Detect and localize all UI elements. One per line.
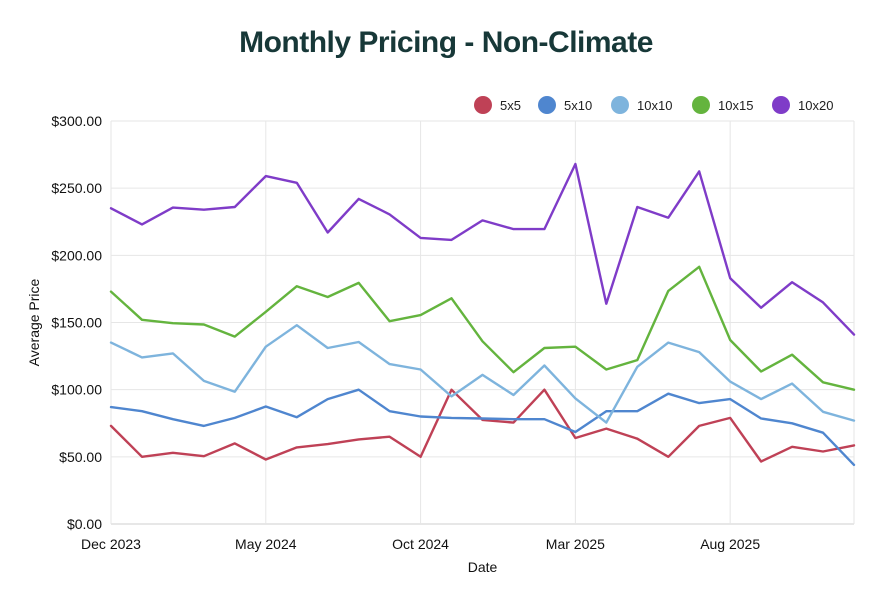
x-axis-label: Date xyxy=(468,559,498,575)
y-tick-label: $100.00 xyxy=(51,382,102,398)
y-tick-label: $0.00 xyxy=(67,516,102,532)
legend-item-10x10[interactable]: 10x10 xyxy=(611,96,672,114)
legend-swatch xyxy=(474,96,492,114)
y-axis-label: Average Price xyxy=(26,278,42,366)
x-tick-label: Aug 2025 xyxy=(700,536,760,552)
x-tick-label: Oct 2024 xyxy=(392,536,449,552)
legend-label: 10x20 xyxy=(798,98,833,113)
grid xyxy=(110,120,855,525)
chart-title: Monthly Pricing - Non-Climate xyxy=(239,26,653,59)
series-line-10x10 xyxy=(109,324,856,424)
legend-swatch xyxy=(538,96,556,114)
series-line-5x5 xyxy=(109,388,856,463)
x-tick-label: May 2024 xyxy=(235,536,297,552)
x-tick-label: Mar 2025 xyxy=(546,536,605,552)
legend-item-5x10[interactable]: 5x10 xyxy=(538,96,592,114)
legend-label: 5x5 xyxy=(500,98,521,113)
legend-swatch xyxy=(692,96,710,114)
legend-label: 10x10 xyxy=(637,98,672,113)
x-tick-label: Dec 2023 xyxy=(81,536,141,552)
legend-item-10x15[interactable]: 10x15 xyxy=(692,96,753,114)
legend-item-5x5[interactable]: 5x5 xyxy=(474,96,521,114)
series-line-10x15 xyxy=(109,265,856,391)
y-axis-ticks: $0.00 $50.00 $100.00 $150.00 $200.00 $250.00 $… xyxy=(51,113,102,532)
y-tick-label: $300.00 xyxy=(51,113,102,129)
y-tick-label: $50.00 xyxy=(59,449,102,465)
legend-label: 5x10 xyxy=(564,98,592,113)
y-tick-label: $200.00 xyxy=(51,247,102,263)
x-axis-ticks: Dec 2023 May 2024 Oct 2024 Mar 2025 Aug 2025 xyxy=(81,536,760,552)
y-tick-label: $250.00 xyxy=(51,180,102,196)
series-line-5x10 xyxy=(109,388,856,467)
series-lines xyxy=(109,162,856,467)
legend-swatch xyxy=(772,96,790,114)
legend: 5x5 5x10 10x10 10x15 10x20 xyxy=(474,96,833,114)
legend-label: 10x15 xyxy=(718,98,753,113)
legend-swatch xyxy=(611,96,629,114)
series-line-10x20 xyxy=(109,162,856,336)
legend-item-10x20[interactable]: 10x20 xyxy=(772,96,833,114)
y-tick-label: $150.00 xyxy=(51,315,102,331)
